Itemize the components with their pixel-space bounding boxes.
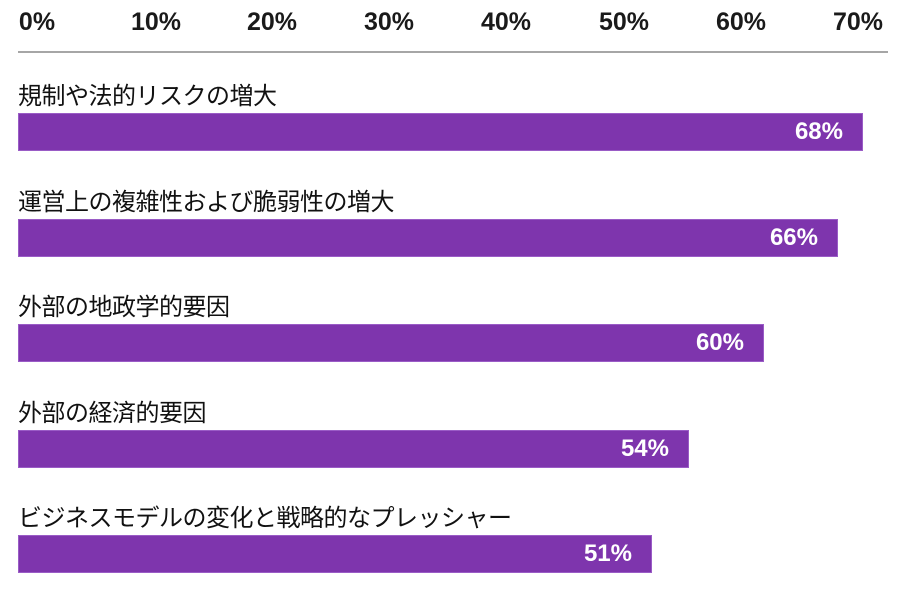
bar-row: 外部の地政学的要因 60% [0,287,901,387]
bar: 51% [18,535,652,573]
x-tick: 0% [18,8,56,36]
x-tick: 60% [715,8,767,36]
bar-row: ビジネスモデルの変化と戦略的なプレッシャー 51% [0,498,901,598]
value-label: 66% [769,224,818,251]
value-label: 51% [583,540,632,567]
category-label: 外部の地政学的要因 [18,293,230,321]
x-tick: 10% [130,8,182,36]
bar-row: 規制や法的リスクの増大 68% [0,76,901,176]
bar: 60% [18,324,764,362]
category-label: 規制や法的リスクの増大 [18,82,277,110]
value-label: 68% [794,118,843,145]
value-label: 54% [620,435,669,462]
x-tick: 30% [363,8,415,36]
category-label: 運営上の複雑性および脆弱性の増大 [18,188,395,216]
x-tick: 40% [480,8,532,36]
bar: 54% [18,430,689,468]
x-tick: 20% [246,8,298,36]
value-label: 60% [695,329,744,356]
x-tick: 70% [832,8,884,36]
bar-row: 外部の経済的要因 54% [0,393,901,493]
bar-row: 運営上の複雑性および脆弱性の増大 66% [0,182,901,282]
x-tick: 50% [598,8,650,36]
axis-line [18,51,888,53]
bar: 66% [18,219,838,257]
category-label: ビジネスモデルの変化と戦略的なプレッシャー [18,504,512,532]
bar: 68% [18,113,863,151]
x-axis: 0% 10% 20% 30% 40% 50% 60% 70% [0,0,901,60]
category-label: 外部の経済的要因 [18,399,207,427]
